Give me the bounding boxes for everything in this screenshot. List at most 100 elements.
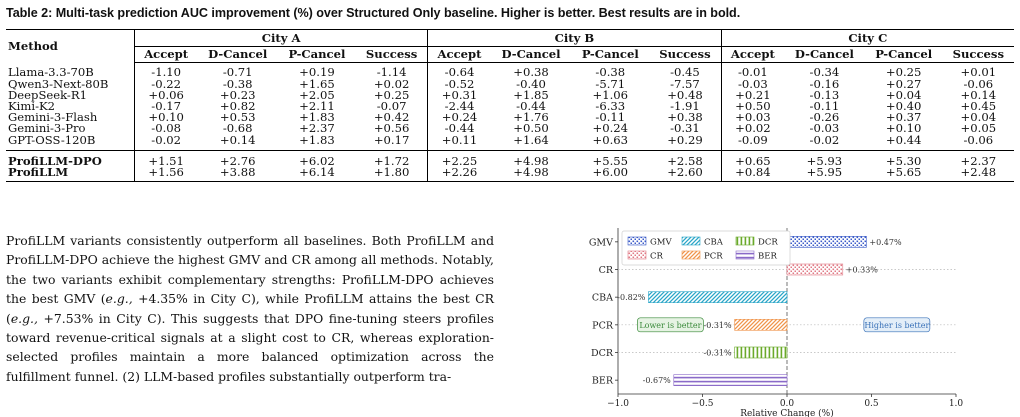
x-tick-label: −1.0 — [607, 399, 629, 409]
value-cell: +1.56 — [133, 166, 198, 183]
x-tick-label: 1.0 — [949, 399, 964, 409]
legend-swatch-pcr — [681, 250, 701, 260]
table-row: Gemini-3-Pro -0.08 -0.68 +2.37 +0.56 -0.44 +0.… — [6, 121, 1014, 136]
category-label-cba: CBA — [592, 293, 613, 304]
table-row: GPT-OSS-120B -0.02 +0.14 +1.83 +0.17 +0.11 +1.… — [6, 132, 1014, 151]
value-cell: +0.11 — [427, 134, 491, 151]
metric-header-success: Success — [649, 46, 722, 64]
value-cell: +5.95 — [784, 166, 865, 183]
results-table: Method City A City B City C Accept D-Canc… — [6, 28, 1014, 183]
value-cell: +1.65 — [299, 76, 335, 91]
table-row: ProfiLLM-DPO +1.51 +2.76 +6.02 +1.72 +2.25 +4.… — [6, 149, 1014, 168]
value-cell: +0.19 — [299, 65, 335, 80]
data-label-dcr: -0.31% — [703, 349, 732, 358]
value-cell: +0.24 — [592, 121, 629, 136]
value-cell: +0.53 — [219, 110, 256, 125]
city-b-header: City B — [427, 28, 722, 48]
value-cell: +2.76 — [197, 149, 278, 168]
value-cell: +2.37 — [942, 149, 1014, 168]
method-cell: ProfiLLM — [6, 166, 135, 183]
city-c-header: City C — [720, 28, 1014, 48]
value-cell: -0.01 — [720, 62, 785, 79]
table-row: DeepSeek-R1 +0.06 +0.23 +2.05 +0.25 +0.31 +1.8… — [6, 87, 1014, 102]
value-cell: +0.25 — [373, 87, 410, 102]
bar-pcr — [734, 319, 788, 331]
data-label-cba: -0.82% — [617, 293, 646, 302]
body-text-2: +4.35% in City C), while ProfiLLM attain… — [6, 291, 494, 326]
value-cell: +0.38 — [667, 110, 703, 125]
legend-swatch-cr — [627, 250, 647, 260]
body-eg-1: e.g., — [105, 291, 133, 307]
value-cell: +0.42 — [373, 110, 410, 125]
category-label-dcr: DCR — [591, 348, 614, 359]
value-cell: +3.88 — [197, 166, 278, 183]
value-cell: +0.82 — [219, 99, 256, 114]
value-cell: +2.25 — [427, 149, 491, 168]
value-cell: +0.48 — [667, 87, 703, 102]
value-cell: -0.26 — [809, 110, 840, 125]
legend-swatch-dcr — [735, 236, 755, 246]
value-cell: +0.05 — [960, 121, 997, 136]
legend-swatch-gmv — [627, 236, 647, 246]
value-cell: +2.37 — [299, 121, 335, 136]
metric-header-p-cancel: P-Cancel — [277, 46, 356, 64]
method-cell: Gemini-3-Pro — [8, 121, 86, 136]
method-cell: GPT-OSS-120B — [8, 132, 96, 147]
bar-gmv — [786, 236, 867, 248]
metric-header-d-cancel: D-Cancel — [784, 46, 865, 64]
legend-label-dcr: DCR — [758, 238, 778, 248]
value-cell: +0.50 — [720, 100, 785, 113]
value-cell: -0.11 — [809, 99, 840, 114]
value-cell: -0.40 — [516, 76, 546, 91]
value-cell: +0.10 — [133, 111, 198, 124]
x-tick-label: 0.5 — [864, 399, 879, 409]
value-cell: +6.14 — [277, 166, 356, 183]
value-cell: +1.51 — [133, 149, 198, 168]
higher-is-better-note: Higher is better — [863, 317, 931, 333]
value-cell: +0.23 — [219, 87, 256, 102]
value-cell: +0.10 — [885, 121, 922, 136]
value-cell: +0.02 — [373, 76, 410, 91]
value-cell: -0.03 — [809, 121, 840, 136]
value-cell: +5.65 — [864, 166, 943, 183]
value-cell: -0.71 — [222, 65, 253, 80]
value-cell: +5.93 — [784, 149, 865, 168]
value-cell: +0.29 — [667, 132, 703, 147]
value-cell: -0.45 — [670, 65, 700, 80]
bar-cba — [648, 291, 788, 303]
legend-swatch-cba — [681, 236, 701, 246]
legend-label-ber: BER — [758, 252, 777, 262]
value-cell: +0.04 — [960, 110, 997, 125]
value-cell: +0.14 — [219, 132, 256, 147]
value-cell: -5.71 — [595, 76, 626, 91]
x-axis-label: Relative Change (%) — [740, 408, 833, 417]
value-cell: +0.25 — [885, 65, 922, 80]
metric-header-accept: Accept — [427, 46, 491, 64]
metric-header-d-cancel: D-Cancel — [197, 46, 278, 64]
legend-label-cba: CBA — [704, 238, 724, 248]
data-label-pcr: -0.31% — [703, 321, 732, 330]
method-cell: DeepSeek-R1 — [8, 87, 87, 102]
bar-dcr — [734, 346, 788, 359]
value-cell: -0.38 — [222, 76, 253, 91]
method-cell: Llama-3.3-70B — [8, 65, 94, 80]
value-cell: -0.38 — [595, 65, 626, 80]
value-cell: -0.44 — [427, 123, 491, 135]
value-cell: +0.37 — [885, 110, 922, 125]
value-cell: -0.08 — [133, 123, 198, 135]
category-label-cr: CR — [599, 265, 614, 276]
legend-swatch-ber — [735, 250, 755, 260]
value-cell: +0.04 — [885, 87, 922, 102]
svg-text:Lower is better: Lower is better — [639, 321, 701, 330]
proposed-rows: ProfiLLM-DPO +1.51 +2.76 +6.02 +1.72 +2.25 +4.… — [6, 149, 1014, 183]
metric-header-success: Success — [942, 46, 1014, 64]
value-cell: -0.03 — [720, 78, 785, 90]
value-cell: +4.98 — [490, 166, 572, 183]
value-cell: -0.09 — [720, 134, 785, 151]
value-cell: +0.02 — [720, 123, 785, 135]
value-cell: -0.07 — [376, 99, 407, 114]
metric-header-d-cancel: D-Cancel — [490, 46, 572, 64]
value-cell: -0.06 — [963, 132, 994, 147]
value-cell: +6.02 — [277, 149, 356, 168]
legend-label-cr: CR — [650, 252, 664, 262]
